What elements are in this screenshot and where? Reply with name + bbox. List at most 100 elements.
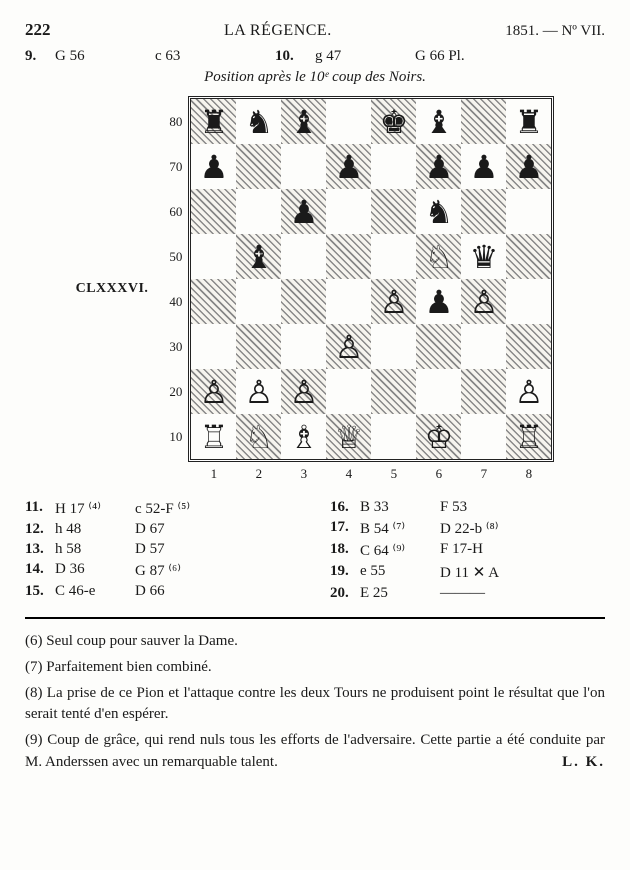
- square: ♙: [506, 369, 551, 414]
- square: ♙: [191, 369, 236, 414]
- white-move: H 17 ⁽⁴⁾: [55, 499, 135, 518]
- square: [281, 324, 326, 369]
- square: [326, 99, 371, 144]
- square: [191, 189, 236, 234]
- square: [236, 324, 281, 369]
- square: ♘: [416, 234, 461, 279]
- white-move: G 56: [55, 48, 155, 65]
- white-move: C 64 ⁽⁹⁾: [360, 541, 440, 560]
- rank-label: 50: [162, 234, 182, 279]
- square: ♗: [281, 414, 326, 459]
- square: [461, 414, 506, 459]
- diagram-number: CLXXXVI.: [76, 281, 149, 297]
- square: [236, 144, 281, 189]
- move-list: 11.H 17 ⁽⁴⁾c 52-F ⁽⁵⁾12.h 48D 6713.h 58D…: [25, 496, 605, 605]
- move-row: 14.D 36G 87 ⁽⁶⁾: [25, 561, 300, 580]
- file-label: 6: [416, 466, 461, 482]
- diagram-caption: Position après le 10ᵉ coup des Noirs.: [25, 69, 605, 86]
- square: [416, 369, 461, 414]
- square: [371, 234, 416, 279]
- footnote: (9) Coup de grâce, qui rend nuls tous le…: [25, 730, 605, 774]
- square: [236, 189, 281, 234]
- square: [281, 234, 326, 279]
- move-row: 16.B 33F 53: [330, 499, 605, 516]
- move-row: 13.h 58D 57: [25, 541, 300, 558]
- square: ♝: [416, 99, 461, 144]
- file-label: 8: [506, 466, 551, 482]
- square: ♟: [191, 144, 236, 189]
- square: [506, 234, 551, 279]
- move-number: 16.: [330, 499, 360, 516]
- white-move: E 25: [360, 585, 440, 602]
- square: [461, 189, 506, 234]
- move-row: 17.B 54 ⁽⁷⁾D 22-b ⁽⁸⁾: [330, 519, 605, 538]
- black-move: D 66: [135, 583, 300, 600]
- white-move: g 47: [315, 48, 415, 65]
- black-move: c 52-F ⁽⁵⁾: [135, 499, 300, 518]
- square: ♙: [236, 369, 281, 414]
- square: ♚: [371, 99, 416, 144]
- square: [191, 234, 236, 279]
- white-move: D 36: [55, 561, 135, 580]
- move-number: 12.: [25, 521, 55, 538]
- moves-left-col: 11.H 17 ⁽⁴⁾c 52-F ⁽⁵⁾12.h 48D 6713.h 58D…: [25, 496, 300, 605]
- square: ♟: [461, 144, 506, 189]
- file-label: 4: [326, 466, 371, 482]
- square: ♟: [281, 189, 326, 234]
- footnotes: (6) Seul coup pour sauver la Dame.(7) Pa…: [25, 631, 605, 774]
- black-move: F 53: [440, 499, 605, 516]
- pre-moves: 9. G 56 c 63 10. g 47 G 66 Pl.: [25, 48, 605, 65]
- file-label: 7: [461, 466, 506, 482]
- square: ♙: [461, 279, 506, 324]
- board-wrap: CLXXXVI. 8070605040302010 ♜♞♝♚♝♜♟♟♟♟♟♟♞♝…: [25, 96, 605, 482]
- move-number: 11.: [25, 499, 55, 518]
- square: ♛: [461, 234, 506, 279]
- square: ♙: [281, 369, 326, 414]
- move-number: 15.: [25, 583, 55, 600]
- rank-label: 10: [162, 414, 182, 459]
- square: [371, 144, 416, 189]
- file-labels: 12345678: [191, 466, 551, 482]
- move-number: 13.: [25, 541, 55, 558]
- black-move: G 66 Pl.: [415, 48, 465, 65]
- moves-right-col: 16.B 33F 5317.B 54 ⁽⁷⁾D 22-b ⁽⁸⁾18.C 64 …: [330, 496, 605, 605]
- white-move: h 48: [55, 521, 135, 538]
- move-row: 11.H 17 ⁽⁴⁾c 52-F ⁽⁵⁾: [25, 499, 300, 518]
- rank-label: 30: [162, 324, 182, 369]
- file-label: 2: [236, 466, 281, 482]
- square: ♝: [281, 99, 326, 144]
- square: [326, 234, 371, 279]
- square: ♘: [236, 414, 281, 459]
- square: [461, 324, 506, 369]
- file-label: 1: [191, 466, 236, 482]
- square: ♞: [416, 189, 461, 234]
- square: ♙: [326, 324, 371, 369]
- move-row: 15.C 46-eD 66: [25, 583, 300, 600]
- rank-label: 20: [162, 369, 182, 414]
- square: ♟: [416, 144, 461, 189]
- square: [506, 324, 551, 369]
- white-move: B 54 ⁽⁷⁾: [360, 519, 440, 538]
- square: ♖: [506, 414, 551, 459]
- rank-label: 80: [162, 99, 182, 144]
- black-move: D 67: [135, 521, 300, 538]
- footnote: (7) Parfaitement bien combiné.: [25, 657, 605, 679]
- square: [326, 279, 371, 324]
- square: [191, 324, 236, 369]
- rank-labels: 8070605040302010: [162, 99, 182, 459]
- square: [326, 369, 371, 414]
- square: ♖: [191, 414, 236, 459]
- black-move: F 17-H: [440, 541, 605, 560]
- square: ♙: [371, 279, 416, 324]
- issue-label: 1851. — Nº VII.: [505, 23, 605, 40]
- square: ♜: [506, 99, 551, 144]
- square: ♟: [416, 279, 461, 324]
- square: [461, 369, 506, 414]
- white-move: B 33: [360, 499, 440, 516]
- square: [236, 279, 281, 324]
- move-number: 17.: [330, 519, 360, 538]
- rank-label: 60: [162, 189, 182, 234]
- move-number: 19.: [330, 563, 360, 582]
- white-move: h 58: [55, 541, 135, 558]
- square: [506, 189, 551, 234]
